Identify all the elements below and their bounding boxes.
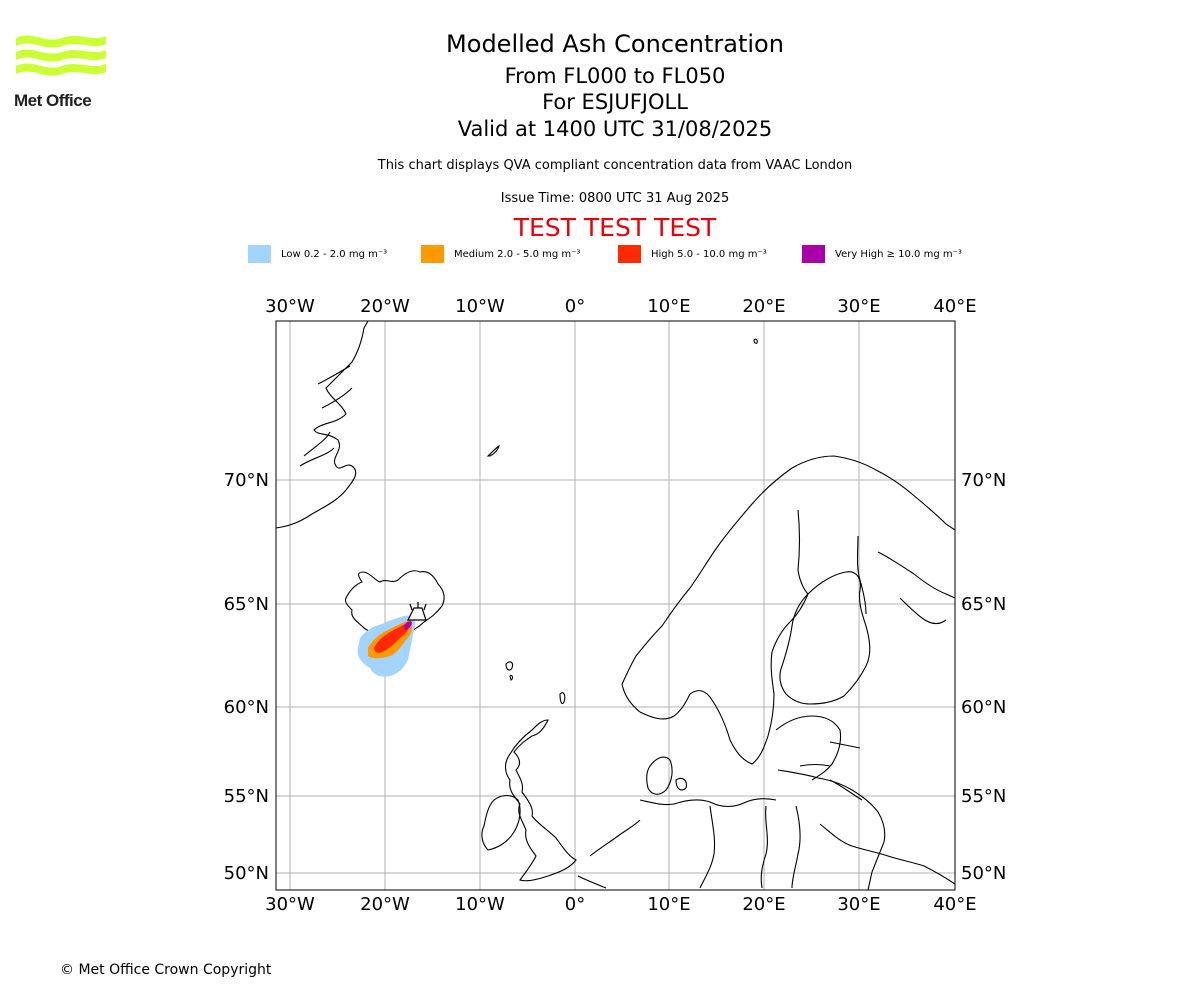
lat-label: 65°N — [224, 594, 269, 615]
lon-label: 30°E — [837, 296, 880, 317]
legend-item-medium: Medium 2.0 - 5.0 mg m⁻³ — [421, 244, 580, 264]
ash-high — [374, 622, 410, 653]
lat-label: 60°N — [961, 697, 1006, 718]
legend-swatch-low — [248, 245, 271, 263]
legend-swatch-medium — [421, 245, 444, 263]
lon-label: 30°W — [265, 296, 315, 317]
lon-label: 20°W — [360, 296, 410, 317]
norway-coast — [621, 455, 955, 685]
north-europe-coast — [639, 798, 777, 808]
legend-label-medium: Medium 2.0 - 5.0 mg m⁻³ — [454, 248, 581, 260]
lat-labels-right: 70°N 65°N 60°N 55°N 50°N — [961, 470, 1006, 884]
kola-coast — [877, 551, 955, 625]
lat-label: 50°N — [961, 863, 1006, 884]
volcano-name: For ESJUFJOLL — [542, 90, 688, 114]
finland-coast — [779, 571, 871, 705]
faroe-islands — [505, 661, 514, 681]
denmark-coast — [646, 756, 687, 795]
flight-level-range: From FL000 to FL050 — [504, 64, 726, 88]
copyright-notice: © Met Office Crown Copyright — [60, 962, 272, 978]
lon-labels-top: 30°W 20°W 10°W 0° 10°E 20°E 30°E 40°E — [265, 296, 976, 317]
legend-label-very-high: Very High ≥ 10.0 mg m⁻³ — [835, 248, 962, 260]
shetland — [559, 692, 566, 705]
baltic-coast — [775, 715, 886, 890]
sweden-coast — [621, 593, 809, 765]
lon-label: 0° — [565, 894, 585, 915]
lat-label: 65°N — [961, 594, 1006, 615]
test-banner: TEST TEST TEST — [513, 213, 717, 242]
iceland-coast — [344, 570, 445, 636]
lon-label: 30°E — [837, 894, 880, 915]
lat-label: 70°N — [224, 470, 269, 491]
legend-item-very-high: Very High ≥ 10.0 mg m⁻³ — [802, 244, 962, 264]
inland-borders — [797, 509, 867, 615]
lon-label: 10°W — [455, 894, 505, 915]
lon-label: 40°E — [933, 894, 976, 915]
gridlines — [276, 321, 955, 890]
lat-label: 55°N — [224, 786, 269, 807]
lon-label: 20°E — [742, 296, 785, 317]
coastlines — [276, 321, 955, 890]
legend-swatch-high — [618, 245, 641, 263]
lon-label: 10°E — [647, 894, 690, 915]
island-north — [753, 338, 758, 344]
legend-label-low: Low 0.2 - 2.0 mg m⁻³ — [281, 248, 388, 260]
legend-item-high: High 5.0 - 10.0 mg m⁻³ — [618, 244, 767, 264]
legend-label-high: High 5.0 - 10.0 mg m⁻³ — [651, 248, 767, 260]
greenland-fjords — [299, 365, 353, 467]
lon-label: 20°W — [360, 894, 410, 915]
logo-text: Met Office — [14, 91, 92, 110]
lon-label: 30°W — [265, 894, 315, 915]
country-borders — [699, 741, 955, 889]
chart-title: Modelled Ash Concentration — [446, 30, 784, 58]
chart-description: This chart displays QVA compliant concen… — [377, 158, 853, 173]
valid-time: Valid at 1400 UTC 31/08/2025 — [457, 117, 773, 141]
issue-time: Issue Time: 0800 UTC 31 Aug 2025 — [500, 191, 730, 206]
lon-labels-bottom: 30°W 20°W 10°W 0° 10°E 20°E 30°E 40°E — [265, 894, 976, 915]
lon-label: 0° — [565, 296, 585, 317]
lat-labels-left: 70°N 65°N 60°N 55°N 50°N — [224, 470, 269, 884]
lat-label: 50°N — [224, 863, 269, 884]
lon-label: 10°E — [647, 296, 690, 317]
ash-very-high — [404, 621, 412, 630]
greenland-coast — [276, 321, 369, 529]
great-britain-coast — [504, 719, 577, 882]
lon-label: 40°E — [933, 296, 976, 317]
lat-label: 55°N — [961, 786, 1006, 807]
volcano-marker-icon — [407, 602, 427, 621]
benelux-coast — [577, 819, 641, 889]
lat-label: 70°N — [961, 470, 1006, 491]
lon-label: 20°E — [742, 894, 785, 915]
jan-mayen — [486, 444, 500, 457]
lon-label: 10°W — [455, 296, 505, 317]
ireland-coast — [481, 794, 521, 851]
lat-label: 60°N — [224, 697, 269, 718]
met-office-logo-icon — [16, 35, 106, 76]
map-frame — [275, 320, 956, 891]
legend-item-low: Low 0.2 - 2.0 mg m⁻³ — [248, 244, 387, 264]
ash-plume — [357, 615, 416, 677]
legend-swatch-very-high — [802, 245, 825, 263]
